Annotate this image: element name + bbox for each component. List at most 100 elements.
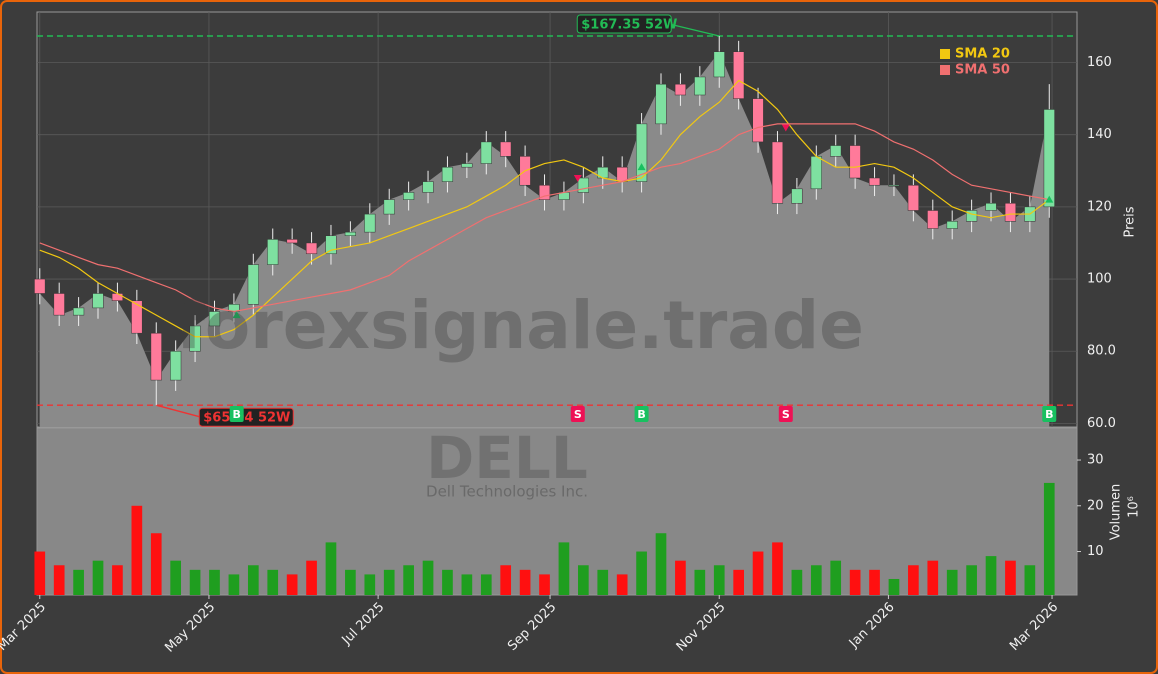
candle-body bbox=[868, 177, 881, 186]
volume-bar bbox=[131, 505, 143, 595]
candle-body bbox=[577, 177, 589, 193]
legend-swatch bbox=[940, 65, 950, 75]
volume-bar bbox=[189, 569, 201, 595]
candle-body bbox=[403, 192, 415, 200]
volume-bar bbox=[286, 574, 298, 595]
candle-body bbox=[208, 311, 221, 327]
y-tick-label: 120 bbox=[1087, 199, 1112, 214]
candle-body bbox=[461, 163, 473, 168]
volume-bar bbox=[267, 569, 279, 595]
volume-bar bbox=[345, 569, 356, 595]
candle-body bbox=[674, 83, 687, 96]
candle-body bbox=[267, 239, 279, 265]
volume-bar bbox=[1024, 565, 1036, 595]
volume-bar bbox=[558, 542, 570, 595]
signal-marker bbox=[637, 163, 646, 171]
y-tick-label: 60.0 bbox=[1087, 416, 1116, 431]
y-tick-label: 100 bbox=[1087, 272, 1112, 287]
volume-bar bbox=[325, 542, 337, 595]
candle-body bbox=[927, 210, 939, 229]
candle-body bbox=[325, 235, 337, 255]
volume-bar bbox=[442, 569, 453, 595]
candle-body bbox=[907, 184, 919, 211]
candle-body bbox=[830, 145, 842, 157]
candle-body bbox=[247, 264, 259, 305]
ticker-watermark: DELL bbox=[426, 424, 588, 492]
volume-bar bbox=[383, 569, 395, 595]
candle-body bbox=[810, 156, 822, 190]
level-arrow bbox=[156, 404, 202, 418]
signal-box bbox=[634, 406, 649, 422]
volume-bar bbox=[675, 560, 686, 595]
volume-bar bbox=[791, 569, 803, 595]
volume-bar bbox=[1005, 560, 1016, 595]
volume-bar bbox=[519, 569, 531, 595]
volume-bar bbox=[1043, 482, 1055, 595]
candle-body bbox=[53, 293, 65, 316]
candle-body bbox=[150, 332, 162, 381]
candle-body bbox=[655, 83, 667, 125]
y-tick-label: 80.0 bbox=[1087, 344, 1116, 359]
volume-bar bbox=[927, 560, 939, 595]
volume-bar bbox=[403, 565, 414, 595]
volume-bar bbox=[500, 565, 512, 595]
volume-bar bbox=[539, 574, 550, 595]
volume-bar bbox=[985, 556, 997, 595]
candle-body bbox=[888, 184, 900, 187]
level-label: $167.35 52W bbox=[581, 17, 677, 32]
candle-body bbox=[1004, 203, 1017, 222]
signal-label: B bbox=[1045, 408, 1053, 421]
volume-bar bbox=[830, 560, 842, 595]
volume-bar bbox=[597, 569, 609, 595]
candle-body bbox=[713, 51, 725, 78]
candle-body bbox=[441, 166, 454, 182]
candle-body bbox=[364, 213, 376, 233]
signal-label: B bbox=[232, 408, 240, 421]
company-watermark: Dell Technologies Inc. bbox=[426, 483, 588, 501]
signal-marker bbox=[232, 311, 241, 319]
y2-tick-label: 10 bbox=[1087, 544, 1104, 559]
candle-body bbox=[73, 307, 85, 316]
volume-bar bbox=[733, 569, 744, 595]
volume-bar bbox=[53, 565, 65, 595]
y2-tick-label: 20 bbox=[1087, 498, 1104, 513]
volume-bar bbox=[908, 565, 919, 595]
volume-bar bbox=[92, 560, 104, 595]
candle-body bbox=[189, 325, 201, 352]
volume-bar bbox=[34, 551, 46, 595]
volume-bar bbox=[578, 565, 589, 595]
sma-line bbox=[39, 79, 1050, 338]
signal-marker bbox=[573, 175, 582, 182]
volume-bar bbox=[616, 574, 628, 595]
y-axis-label: Preis bbox=[1123, 206, 1138, 237]
candle-body bbox=[383, 199, 395, 215]
volume-bar bbox=[946, 569, 958, 595]
candle-body bbox=[538, 184, 551, 200]
y-tick-label: 140 bbox=[1087, 127, 1112, 142]
candle-body bbox=[131, 300, 143, 334]
legend-label: SMA 20 bbox=[955, 47, 1010, 62]
volume-bar bbox=[655, 533, 667, 595]
candle-body bbox=[92, 293, 104, 309]
volume-bar bbox=[306, 560, 317, 595]
volume-bar bbox=[461, 574, 473, 595]
candle-body bbox=[791, 188, 803, 204]
candle-body bbox=[752, 98, 764, 143]
level-arrow bbox=[669, 23, 720, 37]
legend-label: SMA 50 bbox=[955, 63, 1010, 78]
candle-body bbox=[771, 141, 784, 204]
volume-panel bbox=[36, 427, 1078, 596]
level-label: $65.04 52W bbox=[203, 411, 290, 426]
legend-swatch bbox=[940, 49, 950, 59]
volume-bar bbox=[73, 569, 84, 595]
candle-body bbox=[946, 221, 958, 229]
candle-body bbox=[966, 210, 978, 222]
volume-bar bbox=[966, 565, 977, 595]
level-label-box bbox=[576, 14, 672, 34]
candle-body bbox=[422, 181, 434, 193]
candle-body bbox=[616, 166, 628, 182]
level-label-box bbox=[198, 407, 294, 427]
candle-body bbox=[849, 145, 861, 179]
candle-body bbox=[344, 231, 356, 236]
